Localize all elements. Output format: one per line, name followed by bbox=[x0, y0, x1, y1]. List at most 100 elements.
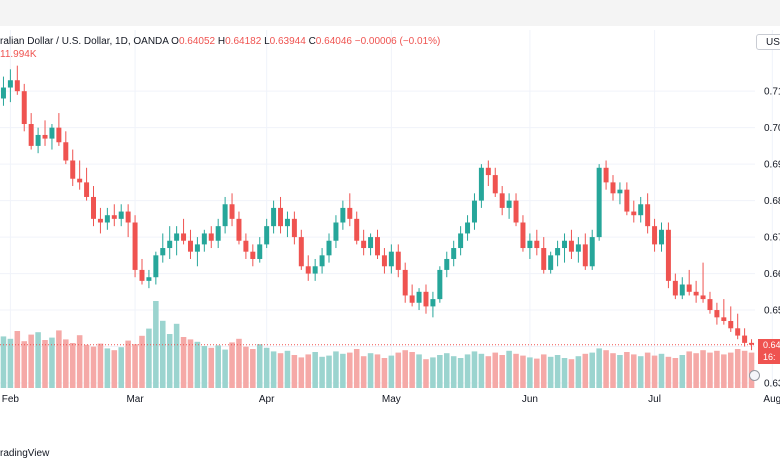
volume-bar bbox=[631, 354, 637, 388]
candle-body bbox=[499, 193, 505, 208]
candle-body bbox=[402, 269, 408, 296]
volume-bar bbox=[430, 357, 436, 388]
candle-body bbox=[257, 244, 263, 259]
symbol-text: ralian Dollar / U.S. Dollar, 1D, OANDA bbox=[0, 36, 169, 47]
candle-body bbox=[42, 134, 48, 139]
volume-bar bbox=[347, 352, 353, 388]
volume-bar bbox=[250, 349, 256, 388]
candle-body bbox=[381, 255, 387, 267]
x-tick-label: Mar bbox=[126, 394, 144, 405]
candle-body bbox=[568, 240, 574, 252]
volume-bar bbox=[291, 355, 298, 388]
candle-body bbox=[700, 295, 706, 300]
candle-body bbox=[312, 266, 318, 274]
candle-body bbox=[125, 211, 131, 223]
candle-body bbox=[714, 310, 720, 318]
volume-bar bbox=[478, 353, 485, 388]
candle-body bbox=[49, 127, 55, 139]
candle-body bbox=[645, 204, 651, 227]
volume-bar bbox=[721, 354, 727, 388]
candle-body bbox=[638, 204, 644, 216]
candle-body bbox=[208, 233, 214, 241]
volume-bar bbox=[153, 301, 159, 388]
candle-body bbox=[84, 182, 90, 197]
x-tick-label: May bbox=[382, 394, 401, 405]
close-value: 0.64046 bbox=[315, 36, 352, 47]
candle-body bbox=[582, 244, 588, 267]
candle-body bbox=[340, 207, 346, 223]
close-label: C bbox=[308, 36, 316, 47]
browser-top-strip bbox=[0, 0, 780, 26]
volume-bar bbox=[97, 343, 104, 388]
volume-bar bbox=[132, 344, 138, 388]
volume-bar bbox=[624, 352, 630, 388]
candle-body bbox=[589, 237, 595, 267]
candle-body bbox=[264, 226, 270, 245]
volume-bar bbox=[111, 350, 118, 388]
volume-bar bbox=[506, 350, 512, 388]
candle-body bbox=[160, 248, 166, 256]
volume-bar bbox=[513, 353, 519, 388]
volume-bar bbox=[305, 354, 312, 388]
candle-body bbox=[271, 207, 277, 227]
volume-bar bbox=[166, 334, 173, 388]
candle-body bbox=[7, 80, 13, 88]
candle-body bbox=[181, 233, 187, 241]
candle-body bbox=[672, 280, 678, 296]
volume-bar bbox=[464, 354, 471, 388]
countdown-value: 16: bbox=[763, 351, 776, 362]
candle-body bbox=[118, 211, 124, 219]
candle-body bbox=[652, 226, 658, 245]
volume-bar bbox=[263, 347, 270, 388]
candle-body bbox=[305, 266, 311, 274]
volume-bar bbox=[187, 339, 194, 388]
volume-bar bbox=[229, 342, 235, 388]
chart-frame bbox=[0, 26, 780, 470]
volume-bar bbox=[714, 350, 720, 388]
volume-bar bbox=[374, 354, 381, 388]
candle-body bbox=[548, 255, 554, 270]
volume-bar bbox=[277, 353, 284, 388]
volume-bar bbox=[49, 337, 55, 388]
candle-body bbox=[617, 189, 623, 194]
volume-bar bbox=[340, 353, 346, 388]
volume-bar bbox=[312, 352, 318, 388]
candle-body bbox=[728, 320, 734, 329]
volume-bar bbox=[727, 352, 734, 388]
candle-body bbox=[298, 237, 304, 267]
volume-bar bbox=[686, 351, 692, 388]
open-value: 0.64052 bbox=[178, 36, 216, 47]
x-tick-label: Jul bbox=[648, 394, 661, 405]
high-label: H bbox=[217, 36, 226, 47]
candle-body bbox=[624, 189, 630, 212]
volume-bar bbox=[547, 356, 554, 388]
candle-body bbox=[368, 237, 374, 249]
candle-body bbox=[187, 240, 193, 252]
currency-button[interactable]: USD bbox=[756, 34, 780, 50]
candle-body bbox=[91, 196, 97, 219]
volume-bar bbox=[637, 356, 644, 388]
settings-icon[interactable] bbox=[749, 370, 760, 381]
volume-bar bbox=[333, 351, 339, 388]
candle-body bbox=[201, 233, 207, 245]
change-value: −0.00006 (−0.01%) bbox=[354, 36, 441, 47]
volume-bar bbox=[236, 338, 242, 388]
volume-bar bbox=[554, 355, 561, 388]
candle-body bbox=[492, 175, 498, 194]
volume-bar bbox=[596, 348, 602, 388]
x-tick-label: Apr bbox=[259, 394, 275, 405]
tradingview-logo[interactable]: radingView bbox=[0, 448, 50, 459]
volume-bar bbox=[208, 347, 215, 388]
candle-body bbox=[236, 218, 242, 241]
volume-bar bbox=[104, 348, 111, 388]
candle-body bbox=[506, 200, 512, 208]
candle-body bbox=[555, 248, 561, 256]
volume-bar bbox=[693, 353, 699, 388]
volume-bar bbox=[679, 355, 686, 388]
candle-body bbox=[174, 233, 180, 241]
last-price-value: 0.64 bbox=[763, 339, 780, 350]
volume-bar bbox=[402, 350, 408, 388]
volume-bar bbox=[319, 356, 325, 388]
candle-body bbox=[347, 207, 353, 219]
